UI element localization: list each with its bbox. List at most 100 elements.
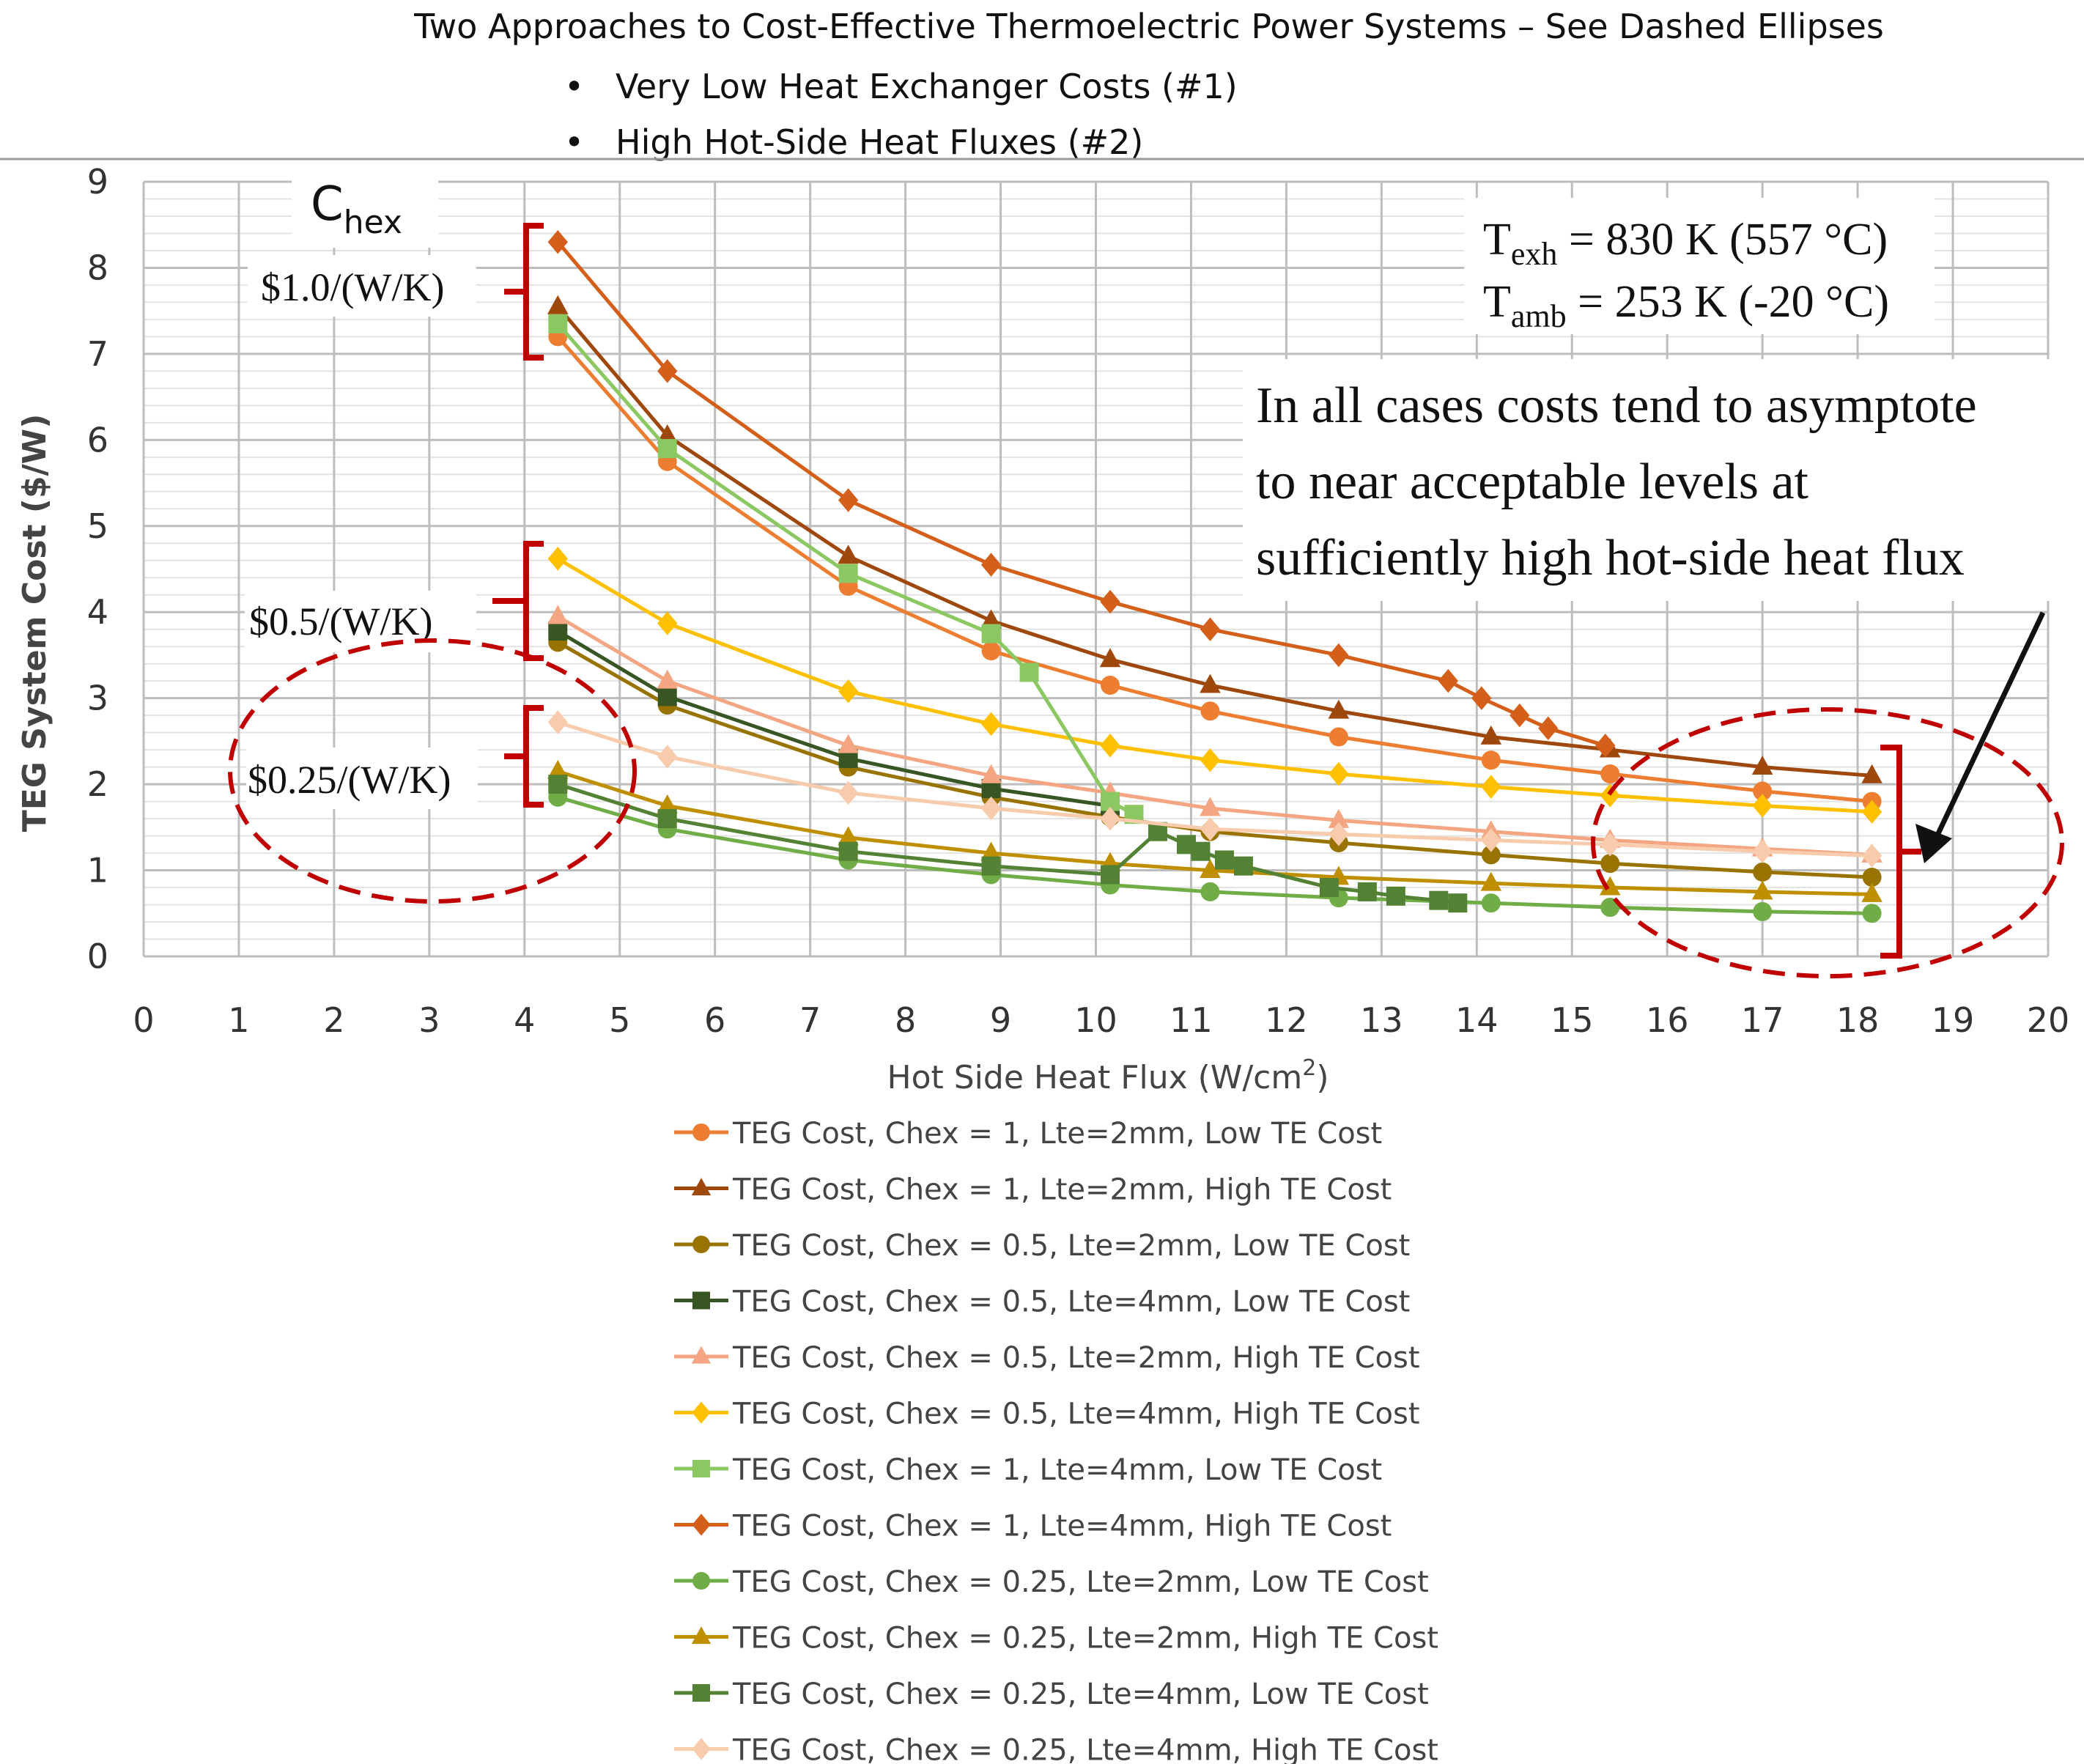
note-bg	[1243, 359, 2074, 601]
data-point	[657, 687, 677, 706]
dashed-ellipse-2	[1591, 707, 2064, 978]
data-point	[1329, 822, 1349, 846]
data-point	[1200, 816, 1221, 841]
data-point	[657, 669, 679, 689]
legend-item: TEG Cost, Chex = 1, Lte=2mm, Low TE Cost	[674, 1117, 1382, 1151]
data-point	[657, 745, 678, 769]
data-point	[1329, 727, 1348, 747]
data-point	[980, 553, 1002, 577]
data-point	[1328, 808, 1350, 828]
y-tick-label: 3	[87, 679, 108, 718]
title-bullet-2: •	[564, 122, 584, 162]
x-axis-title: Hot Side Heat Flux (W/cm2)	[887, 1055, 1329, 1096]
data-point	[1386, 886, 1405, 906]
y-tick-label: 2	[87, 764, 108, 804]
data-point	[1357, 882, 1377, 901]
chart-title: Two Approaches to Cost-Effective Thermoe…	[413, 7, 1884, 46]
x-tick-label: 20	[2027, 1000, 2070, 1040]
data-point	[980, 712, 1002, 737]
bracket-label-bg-2	[245, 591, 476, 652]
x-tick-label: 3	[418, 1000, 440, 1040]
legend-item: TEG Cost, Chex = 0.25, Lte=4mm, High TE …	[674, 1734, 1438, 1764]
data-point	[838, 545, 859, 564]
data-point	[980, 796, 1002, 821]
note-arrow-head	[1915, 824, 1952, 863]
legend-label: TEG Cost, Chex = 1, Lte=4mm, High TE Cos…	[732, 1510, 1392, 1543]
data-point	[1752, 839, 1773, 863]
bracket-label-2: $0.5/(W/K)	[249, 599, 432, 643]
legend-label: TEG Cost, Chex = 0.25, Lte=2mm, High TE …	[732, 1622, 1438, 1656]
data-point	[981, 856, 1001, 876]
legend-item: TEG Cost, Chex = 0.5, Lte=4mm, Low TE Co…	[674, 1285, 1410, 1319]
data-point	[1233, 856, 1253, 876]
data-point	[547, 605, 569, 624]
note-arrow	[1932, 611, 2046, 843]
data-point	[1862, 904, 1882, 923]
legend-label: TEG Cost, Chex = 1, Lte=2mm, High TE Cos…	[732, 1173, 1392, 1207]
data-point	[1600, 764, 1620, 784]
x-tick-label: 2	[323, 1000, 344, 1040]
annotations: Chex $1.0/(W/K) $0.5/(W/K) $0.25/(W/K) T…	[228, 174, 2074, 978]
data-point	[1328, 699, 1350, 719]
data-point	[1200, 617, 1221, 641]
data-point	[1861, 882, 1882, 902]
legend-label: TEG Cost, Chex = 0.25, Lte=2mm, Low TE C…	[732, 1565, 1429, 1599]
x-tick-label: 6	[704, 1000, 725, 1040]
data-point	[657, 611, 678, 635]
temp-box-bg	[1464, 198, 1935, 334]
data-point	[1471, 686, 1492, 710]
y-tick-label: 5	[87, 506, 108, 546]
data-point	[657, 809, 677, 829]
data-point	[838, 780, 859, 805]
legend-marker	[692, 1291, 710, 1310]
data-point	[1862, 867, 1882, 887]
y-tick-label: 7	[87, 334, 108, 374]
x-tick-label: 8	[895, 1000, 916, 1040]
data-point	[1099, 648, 1121, 668]
series-6	[547, 547, 1882, 824]
data-point	[838, 734, 859, 753]
data-point	[838, 679, 859, 704]
bracket-label-1: $1.0/(W/K)	[261, 265, 444, 309]
legend-marker	[692, 1123, 710, 1141]
bracket-3	[504, 705, 544, 808]
series-11	[548, 775, 1468, 913]
legend-item: TEG Cost, Chex = 0.25, Lte=4mm, Low TE C…	[674, 1678, 1429, 1711]
data-point	[1481, 845, 1501, 865]
data-point	[1200, 797, 1221, 816]
legend-marker	[691, 1346, 712, 1364]
data-point	[1481, 775, 1501, 799]
x-tick-label: 13	[1360, 1000, 1403, 1040]
x-tick-label: 1	[228, 1000, 249, 1040]
legend-marker	[691, 1178, 712, 1196]
data-point	[838, 488, 859, 512]
data-point	[1595, 734, 1616, 758]
data-point	[1100, 734, 1120, 758]
series-layer	[547, 229, 1882, 923]
legend-label: TEG Cost, Chex = 0.5, Lte=2mm, High TE C…	[732, 1341, 1420, 1375]
y-axis-title: TEG System Cost ($/W)	[16, 414, 53, 833]
data-point	[1100, 806, 1120, 831]
data-point	[1200, 674, 1221, 693]
data-point	[838, 564, 858, 583]
data-point	[1200, 882, 1220, 901]
data-point	[1510, 703, 1530, 728]
x-tick-label: 10	[1074, 1000, 1117, 1040]
legend-marker	[692, 1738, 711, 1760]
x-tick-label: 18	[1836, 1000, 1880, 1040]
data-point	[1019, 663, 1039, 682]
legend-label: TEG Cost, Chex = 1, Lte=4mm, Low TE Cost	[732, 1453, 1382, 1487]
tamb-label: Tamb = 253 K (-20 °C)	[1483, 277, 1889, 334]
bracket-label-bg-3	[246, 748, 478, 809]
chex-label: Chex	[311, 177, 402, 241]
legend-item: TEG Cost, Chex = 0.5, Lte=2mm, Low TE Co…	[674, 1229, 1410, 1263]
data-point	[547, 759, 569, 779]
x-tick-label: 9	[990, 1000, 1011, 1040]
texh-label: Texh = 830 K (557 °C)	[1483, 215, 1888, 272]
series-12	[547, 710, 1882, 868]
x-tick-label: 19	[1932, 1000, 1975, 1040]
data-point	[981, 624, 1001, 643]
data-point	[1480, 871, 1502, 891]
x-tick-label: 0	[133, 1000, 154, 1040]
data-point	[1753, 901, 1773, 921]
